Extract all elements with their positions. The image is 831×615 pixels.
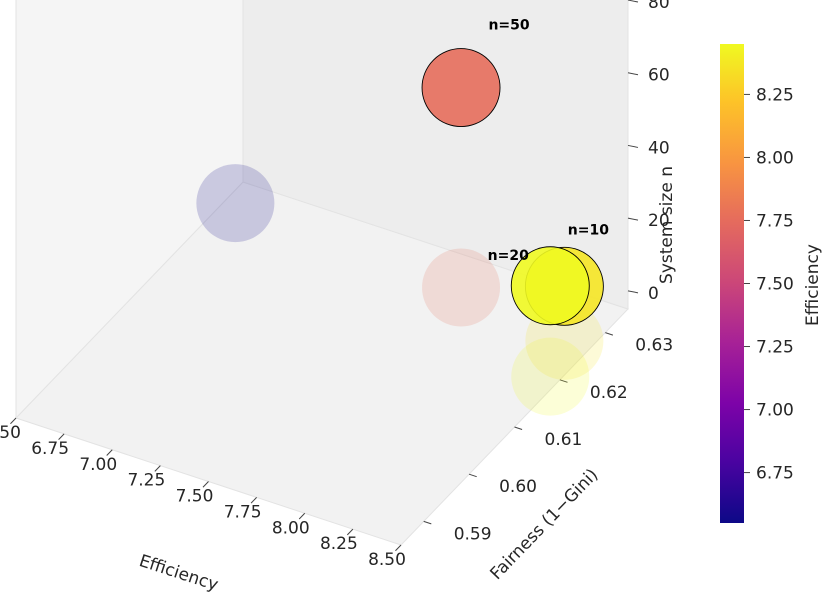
x-tick-label: 7.50: [176, 487, 214, 507]
y-tick-mark: [514, 426, 523, 430]
colorbar-tick-label: 7.25: [756, 338, 794, 358]
colorbar-tick-label: 6.75: [756, 464, 794, 484]
y-tick-label: 0.59: [454, 524, 492, 544]
axes-ticks: 6.50 6.75 7.00 7.25 7.50 7.75 8.00 8.25 8.50 0.59…: [0, 0, 673, 570]
z-axis-label: System size n: [657, 166, 677, 284]
x-tick-label: 7.00: [79, 455, 117, 475]
point-annotations: n=100n=50n=20n=10: [488, 18, 610, 264]
z-tick-mark: [627, 290, 639, 294]
z-tick-label: 60: [648, 66, 670, 86]
y-tick-label: 0.63: [635, 336, 673, 356]
x-axis-label: Efficiency: [137, 551, 221, 595]
y-tick-label: 0.62: [590, 383, 628, 403]
colorbar-ticks: 6.75 7.00 7.25 7.50 7.75 8.00 8.25: [744, 85, 794, 484]
z-tick-label: 0: [648, 284, 659, 304]
x-tick-mark: [250, 497, 257, 504]
point-label: n=10: [568, 222, 609, 238]
x-tick-label: 6.75: [31, 439, 69, 459]
colorbar-label: Efficiency: [803, 244, 823, 326]
colorbar: 6.75 7.00 7.25 7.50 7.75 8.00 8.25 Efficiency: [720, 44, 823, 523]
z-tick-mark: [627, 217, 639, 221]
colorbar-tick-label: 8.25: [756, 85, 794, 105]
x-tick-mark: [154, 465, 161, 472]
colorbar-tick-label: 8.00: [756, 148, 794, 168]
colorbar-tick-label: 7.50: [756, 275, 794, 295]
y-tick-label: 0.61: [545, 430, 583, 450]
x-tick-label: 8.25: [320, 534, 358, 554]
x-tick-label: 6.50: [0, 423, 21, 443]
x-tick-mark: [58, 433, 65, 440]
axes-panes: [15, 0, 629, 546]
z-tick-mark: [627, 144, 639, 148]
data-point: [421, 48, 501, 128]
x-tick-mark: [395, 544, 402, 552]
z-tick-mark: [627, 72, 639, 76]
data-points: [421, 48, 604, 326]
point-shadow: [422, 248, 501, 327]
y-tick-mark: [423, 520, 432, 525]
z-tick-label: 20: [648, 211, 670, 231]
y-tick-mark: [468, 473, 477, 478]
colorbar-gradient: [720, 44, 744, 523]
y-tick-mark: [559, 379, 568, 383]
data-point: [510, 246, 590, 326]
back-pane: [242, 0, 629, 310]
z-tick-label: 40: [648, 138, 670, 158]
x-tick-label: 8.50: [368, 550, 406, 570]
z-tick-label: 80: [648, 0, 670, 13]
x-tick-label: 7.25: [127, 471, 165, 491]
x-tick-mark: [346, 528, 354, 536]
left-pane: [15, 0, 244, 420]
x-tick-mark: [298, 512, 306, 520]
z-tick-mark: [627, 0, 639, 3]
x-tick-label: 7.75: [224, 502, 262, 522]
point-shadow: [511, 337, 590, 416]
x-tick-mark: [106, 449, 113, 456]
y-tick-mark: [605, 332, 614, 336]
point-label: n=50: [488, 18, 529, 34]
x-tick-mark: [202, 481, 209, 488]
colorbar-tick-label: 7.00: [756, 401, 794, 421]
x-tick-label: 8.00: [272, 518, 310, 538]
x-tick-mark: [10, 417, 17, 425]
point-label: n=20: [488, 248, 529, 264]
point-shadow: [196, 164, 275, 243]
colorbar-tick-label: 7.75: [756, 211, 794, 231]
y-tick-label: 0.60: [499, 477, 537, 497]
